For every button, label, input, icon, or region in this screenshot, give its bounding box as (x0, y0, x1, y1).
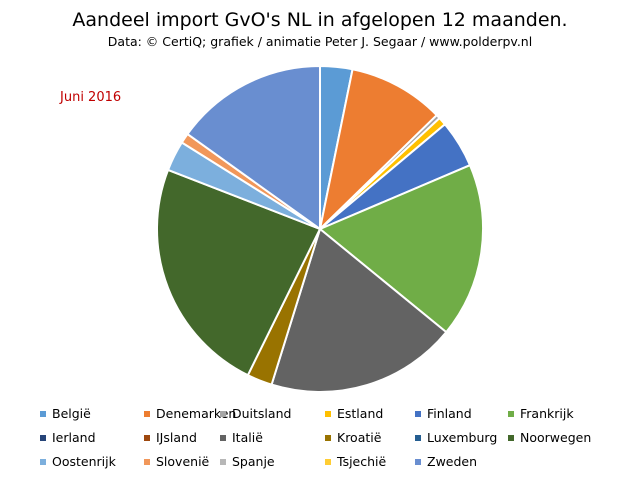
legend-label: Denemarken (156, 406, 237, 421)
legend-swatch (144, 435, 150, 441)
legend-label: Tsjechië (337, 454, 387, 469)
legend-swatch (325, 411, 331, 417)
legend-swatch (40, 435, 46, 441)
legend-swatch (220, 411, 226, 417)
legend-swatch (415, 459, 421, 465)
legend-label: Oostenrijk (52, 454, 116, 469)
legend-swatch (40, 411, 46, 417)
legend-label: IJsland (156, 430, 197, 445)
pie-slice-denemarken (319, 68, 438, 230)
legend-swatch (40, 459, 46, 465)
pie-slice-noorwegen (156, 168, 321, 377)
legend-label: Spanje (232, 454, 275, 469)
pie-slice-italie (270, 228, 448, 393)
legend-label: Zweden (427, 454, 478, 469)
legend-label: Slovenië (156, 454, 210, 469)
legend-label: Kroatië (337, 430, 382, 445)
legend-label: Italië (232, 430, 263, 445)
chart-title: Aandeel import GvO's NL in afgelopen 12 … (72, 9, 568, 31)
legend-swatch (220, 459, 226, 465)
pie-slice-zweden (186, 65, 321, 230)
legend-label: Duitsland (232, 406, 292, 421)
legend-label: Noorwegen (520, 430, 592, 445)
legend-label: Finland (427, 406, 472, 421)
legend-label: Ierland (52, 430, 96, 445)
pie-slice-frankrijk (319, 164, 484, 334)
legend-label: Frankrijk (520, 406, 574, 421)
legend-swatch (508, 411, 514, 417)
legend-swatch (415, 435, 421, 441)
legend-swatch (144, 459, 150, 465)
legend-label: Estland (337, 406, 384, 421)
legend-swatch (415, 411, 421, 417)
legend-swatch (325, 435, 331, 441)
legend-swatch (220, 435, 226, 441)
chart-subtitle: Data: © CertiQ; grafiek / animatie Peter… (107, 34, 533, 49)
legend-swatch (144, 411, 150, 417)
legend-label: Luxemburg (427, 430, 498, 445)
legend-label: België (52, 406, 91, 421)
period-label: Juni 2016 (60, 90, 122, 105)
legend-swatch (325, 459, 331, 465)
legend-swatch (508, 435, 514, 441)
